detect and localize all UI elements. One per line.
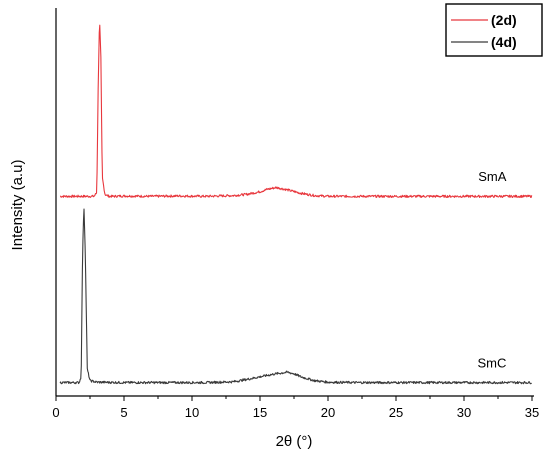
annotation-smc: SmC <box>478 355 507 370</box>
x-tick-label: 25 <box>389 405 403 420</box>
x-tick-label: 0 <box>52 405 59 420</box>
y-axis-title: Intensity (a.u) <box>9 160 26 251</box>
x-tick-label: 10 <box>185 405 199 420</box>
x-tick-label: 20 <box>321 405 335 420</box>
x-tick-label: 15 <box>253 405 267 420</box>
series-line-2d <box>59 24 533 199</box>
legend-label-4d: (4d) <box>491 34 517 50</box>
plot-area <box>55 8 534 397</box>
series-line-4d <box>59 208 532 385</box>
x-tick-label: 35 <box>525 405 539 420</box>
x-tick-label: 30 <box>457 405 471 420</box>
x-axis-ticks: 0 5 10 15 20 25 30 35 <box>52 396 539 420</box>
legend-label-2d: (2d) <box>491 12 517 28</box>
legend-box <box>445 3 543 57</box>
x-tick-label: 5 <box>120 405 127 420</box>
annotation-sma: SmA <box>478 169 507 184</box>
legend: (2d) (4d) <box>445 3 543 57</box>
x-axis-title: 2θ (°) <box>276 433 313 450</box>
